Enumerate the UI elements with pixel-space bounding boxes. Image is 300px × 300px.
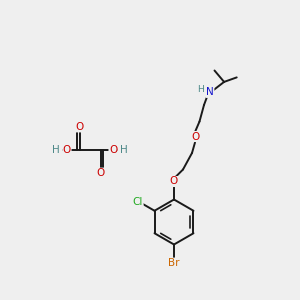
Text: O: O	[75, 122, 84, 132]
Text: N: N	[206, 87, 214, 98]
Text: Cl: Cl	[133, 197, 143, 207]
Text: O: O	[63, 145, 71, 155]
Text: O: O	[96, 168, 105, 178]
Text: H: H	[120, 145, 128, 155]
Text: Br: Br	[168, 258, 180, 268]
Text: H: H	[198, 85, 204, 94]
Text: O: O	[109, 145, 117, 155]
Text: O: O	[191, 131, 200, 142]
Text: H: H	[52, 145, 60, 155]
Text: O: O	[170, 176, 178, 187]
